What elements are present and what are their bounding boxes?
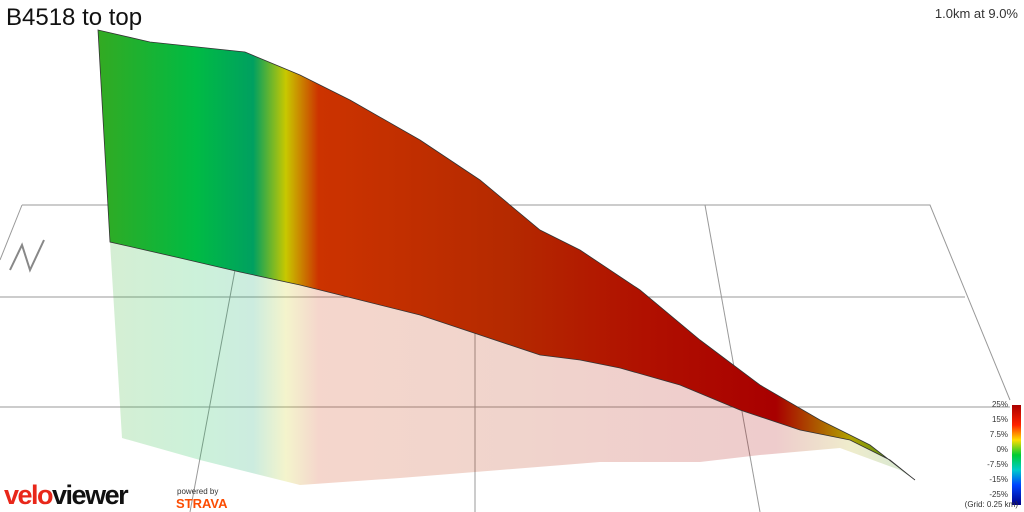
legend-label: -7.5% bbox=[987, 460, 1008, 469]
profile-front bbox=[110, 242, 915, 485]
powered-by: powered by bbox=[177, 487, 219, 496]
legend-label: 25% bbox=[991, 400, 1008, 409]
grid-note: (Grid: 0.25 km) bbox=[964, 500, 1018, 509]
title: B4518 to top bbox=[6, 4, 143, 31]
legend-label: -15% bbox=[989, 475, 1008, 484]
stat: 1.0km at 9.0% bbox=[934, 6, 1018, 21]
legend-label: 15% bbox=[991, 415, 1008, 424]
strava-logo[interactable]: STRAVA bbox=[176, 496, 228, 511]
legend-label: 0% bbox=[996, 445, 1008, 454]
profile-top bbox=[97, 29, 916, 481]
logo[interactable]: veloviewer bbox=[4, 480, 129, 510]
logo-text: viewer bbox=[52, 480, 129, 510]
legend-label: 7.5% bbox=[989, 430, 1008, 439]
legend-scale bbox=[1012, 405, 1021, 505]
legend-label: -25% bbox=[989, 490, 1008, 499]
